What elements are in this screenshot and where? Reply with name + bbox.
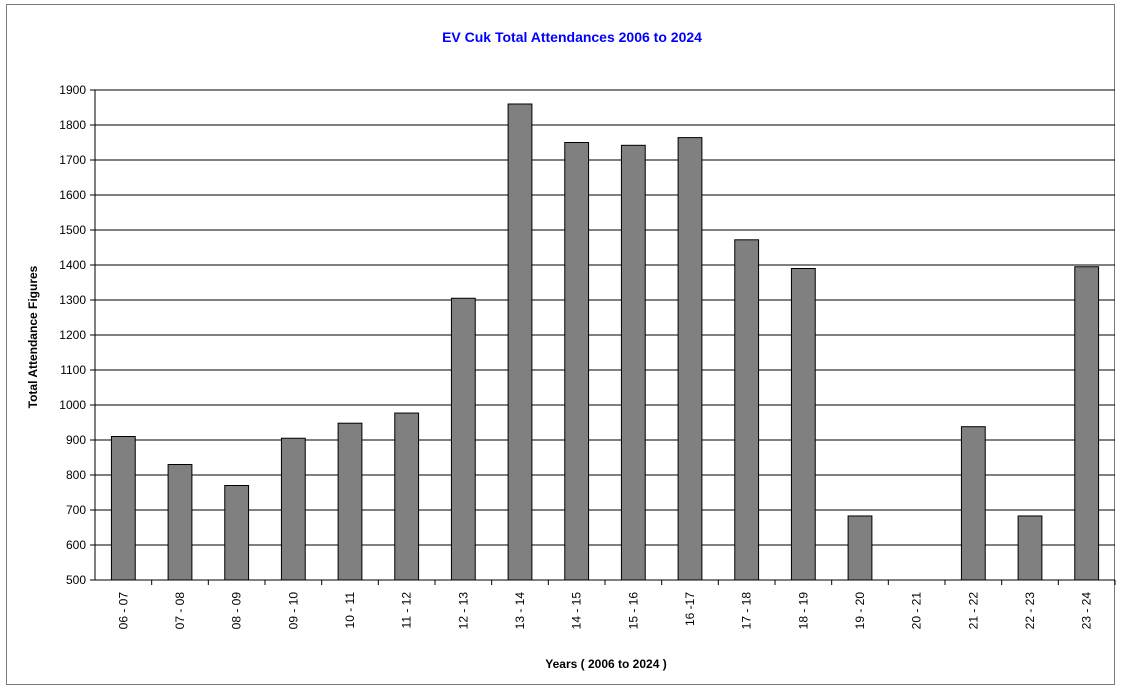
y-tick-label: 1800	[59, 118, 86, 132]
y-tick-label: 600	[66, 538, 86, 552]
bar	[734, 239, 760, 581]
x-tick-label: 16 -17	[683, 592, 697, 626]
bar	[847, 515, 873, 581]
x-tick-label: 10 - 11	[343, 592, 357, 629]
bar	[110, 436, 136, 581]
y-tick-label: 700	[66, 503, 86, 517]
bar	[1017, 515, 1043, 581]
bar	[224, 485, 250, 581]
x-tick-label: 09 - 10	[286, 592, 300, 630]
y-tick-label: 1000	[59, 398, 86, 412]
x-tick-label: 14 - 15	[570, 592, 584, 630]
x-axis-title: Years ( 2006 to 2024 )	[545, 657, 666, 671]
bar	[960, 426, 986, 581]
x-tick-label: 11 - 12	[400, 592, 414, 629]
bar	[620, 144, 646, 581]
y-tick-label: 1100	[60, 363, 86, 377]
bar	[507, 103, 533, 581]
y-axis-title: Total Attendance Figures	[26, 265, 40, 408]
y-tick-label: 1200	[59, 328, 86, 342]
x-axis-ticks: 06 - 07 07 - 08 08 - 09 09 - 10 10 - 11 11 - …	[116, 580, 1116, 630]
x-tick-label: 12 - 13	[456, 592, 470, 630]
x-tick-label: 06 - 07	[116, 592, 130, 630]
x-tick-label: 15 - 16	[626, 592, 640, 630]
x-tick-label: 21 - 22	[966, 592, 980, 630]
bar	[677, 137, 703, 581]
y-tick-label: 1900	[59, 83, 86, 97]
x-tick-label: 19 - 20	[853, 592, 867, 630]
x-tick-label: 07 - 08	[173, 592, 187, 630]
x-tick-label: 23 - 24	[1080, 592, 1094, 630]
y-tick-label: 1700	[59, 153, 86, 167]
bar	[337, 422, 363, 581]
bar	[790, 268, 816, 581]
chart-title: EV Cuk Total Attendances 2006 to 2024	[442, 29, 702, 45]
grid-lines	[95, 89, 1115, 546]
bar	[394, 412, 420, 581]
bar	[450, 297, 476, 581]
bars	[110, 103, 1100, 581]
x-tick-label: 18 - 19	[796, 592, 810, 630]
y-tick-label: 900	[66, 433, 86, 447]
y-tick-label: 500	[66, 573, 86, 587]
y-tick-label: 1300	[59, 293, 86, 307]
bar	[167, 464, 193, 581]
x-tick-label: 17 - 18	[740, 592, 754, 630]
y-axis-ticks: 500 600 700 800 900 1000 1100 1200 1300 1400 1500 1…	[59, 83, 95, 587]
bar	[280, 437, 306, 581]
y-tick-label: 1600	[59, 188, 86, 202]
x-tick-label: 22 - 23	[1023, 592, 1037, 630]
bar	[564, 142, 590, 581]
y-tick-label: 800	[66, 468, 86, 482]
x-tick-label: 08 - 09	[230, 592, 244, 630]
y-tick-label: 1500	[59, 223, 86, 237]
bar	[1074, 266, 1100, 581]
x-tick-label: 13 - 14	[513, 592, 527, 630]
y-tick-label: 1400	[59, 258, 86, 272]
x-tick-label: 20 - 21	[910, 592, 924, 630]
